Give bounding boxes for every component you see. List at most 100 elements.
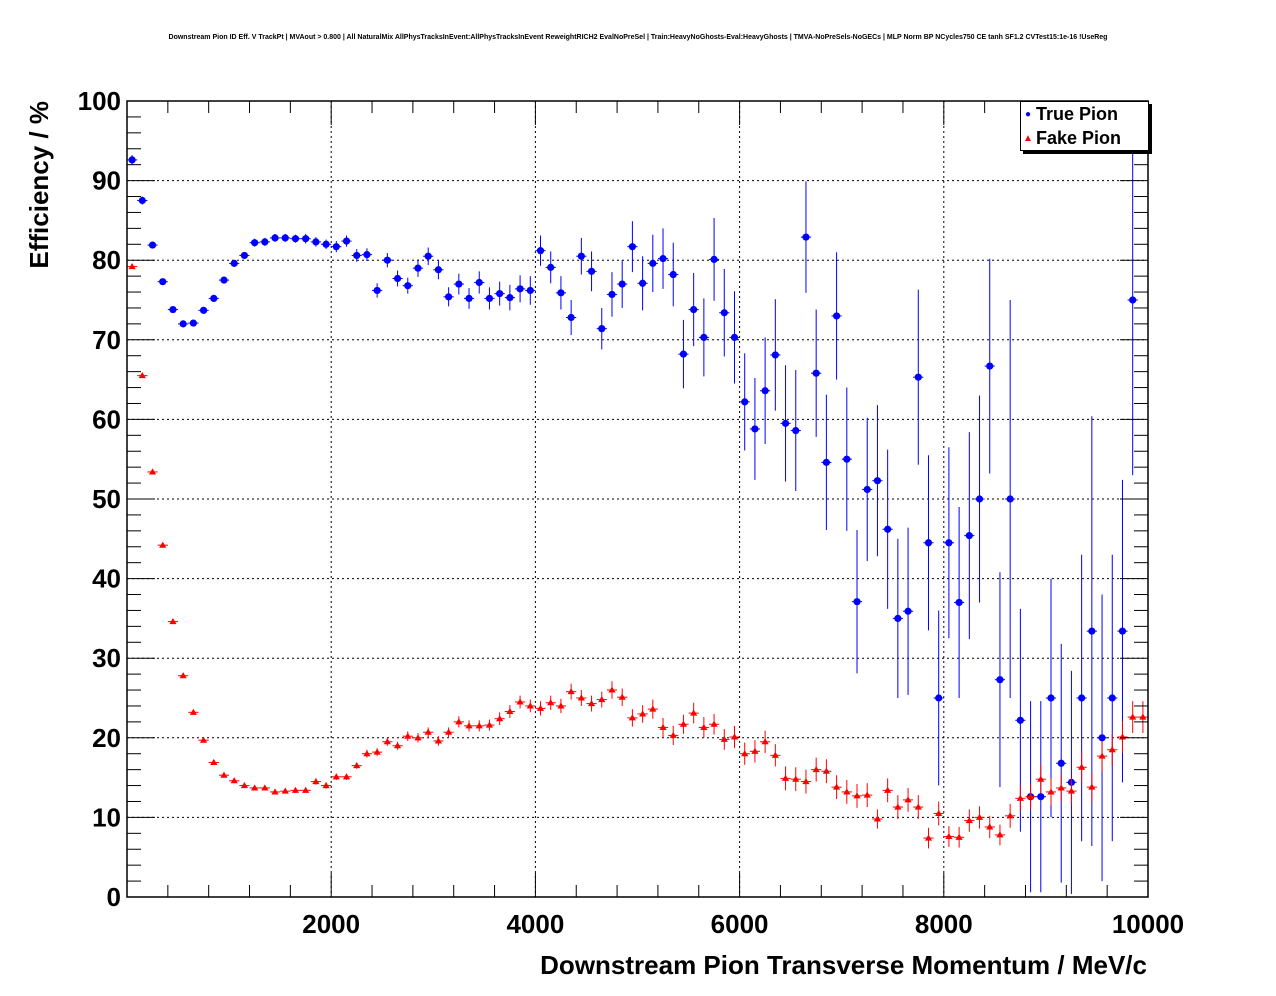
- data-point: [780, 766, 791, 791]
- point-marker: [414, 734, 422, 741]
- data-point: [525, 276, 536, 305]
- point-marker: [128, 156, 136, 164]
- point-marker: [965, 816, 973, 824]
- data-point: [474, 271, 485, 294]
- point-marker: [526, 286, 534, 295]
- legend: ● True Pion ▲ Fake Pion: [1020, 101, 1149, 151]
- data-point: [147, 468, 158, 475]
- point-marker: [669, 270, 677, 279]
- data-point: [964, 432, 975, 640]
- point-marker: [669, 731, 677, 738]
- data-point: [882, 778, 893, 803]
- data-point: [1045, 778, 1057, 806]
- point-marker: [945, 832, 953, 840]
- point-marker: [894, 803, 902, 810]
- y-axis-label: Efficiency / %: [24, 101, 54, 269]
- point-marker: [761, 738, 769, 745]
- point-marker: [649, 259, 657, 267]
- point-marker: [924, 539, 933, 547]
- data-point: [1107, 733, 1118, 766]
- point-marker: [373, 286, 381, 295]
- point-marker: [598, 695, 606, 703]
- data-point: [1005, 300, 1016, 698]
- data-point: [586, 251, 597, 292]
- chart-title: Downstream Pion ID Eff. V TrackPt | MVAo…: [168, 34, 1108, 41]
- point-marker: [220, 276, 228, 284]
- point-marker: [302, 235, 310, 243]
- point-marker: [485, 294, 494, 303]
- data-point: [974, 806, 985, 829]
- point-marker: [261, 238, 269, 246]
- point-marker: [577, 694, 585, 701]
- data-point: [647, 699, 658, 719]
- data-point: [617, 688, 628, 706]
- point-marker: [904, 607, 912, 615]
- data-point: [1015, 785, 1026, 812]
- x-tick-label: 10000: [1112, 909, 1184, 939]
- point-marker: [536, 247, 545, 255]
- data-point: [188, 319, 199, 327]
- data-point: [178, 672, 189, 679]
- data-point: [433, 736, 444, 746]
- data-point: [484, 719, 495, 731]
- data-point: [923, 827, 934, 849]
- data-point: [872, 405, 883, 557]
- point-marker: [935, 809, 943, 816]
- data-point: [555, 276, 567, 310]
- point-marker: [710, 720, 718, 727]
- data-point: [841, 779, 852, 804]
- data-point: [627, 709, 638, 727]
- point-marker: [128, 262, 136, 270]
- y-tick-label: 70: [92, 325, 121, 355]
- data-point: [545, 695, 556, 710]
- data-point: [127, 262, 138, 270]
- data-point: [249, 784, 260, 791]
- point-marker: [690, 305, 698, 314]
- data-point: [545, 251, 556, 284]
- data-point: [719, 729, 730, 750]
- data-point: [402, 277, 413, 294]
- data-point: [708, 713, 720, 735]
- point-marker: [639, 710, 647, 717]
- data-point: [361, 749, 373, 758]
- data-point: [576, 237, 587, 275]
- data-point: [229, 259, 240, 267]
- point-marker: [608, 290, 616, 299]
- data-point: [351, 249, 362, 262]
- point-marker: [465, 722, 473, 729]
- data-point: [443, 287, 454, 307]
- data-point: [137, 372, 148, 379]
- point-marker: [445, 728, 453, 735]
- y-tick-label: 80: [92, 245, 121, 275]
- data-point: [647, 234, 658, 293]
- point-marker: [628, 714, 636, 721]
- data-point: [382, 253, 393, 268]
- point-marker: [547, 699, 555, 706]
- data-point: [1035, 764, 1046, 794]
- point-marker: [935, 694, 943, 702]
- point-marker: [557, 289, 565, 297]
- point-marker: [159, 541, 167, 548]
- point-marker: [1006, 812, 1014, 819]
- point-marker: [741, 398, 749, 406]
- point-marker: [1006, 495, 1014, 503]
- data-point: [739, 742, 750, 765]
- point-marker: [843, 788, 851, 795]
- data-point: [790, 767, 801, 792]
- point-marker: [822, 458, 830, 466]
- point-marker: [894, 614, 902, 623]
- data-point: [412, 259, 424, 277]
- data-point: [800, 181, 812, 293]
- point-marker: [251, 784, 259, 791]
- point-marker: [863, 485, 871, 494]
- point-marker: [1047, 694, 1055, 702]
- y-tick-label: 30: [92, 643, 121, 673]
- data-point: [218, 276, 230, 284]
- data-point: [770, 299, 781, 411]
- point-marker: [138, 372, 146, 379]
- point-marker: [179, 320, 187, 328]
- point-marker: [455, 718, 463, 725]
- point-marker: [312, 238, 320, 246]
- y-tick-label: 0: [107, 882, 121, 912]
